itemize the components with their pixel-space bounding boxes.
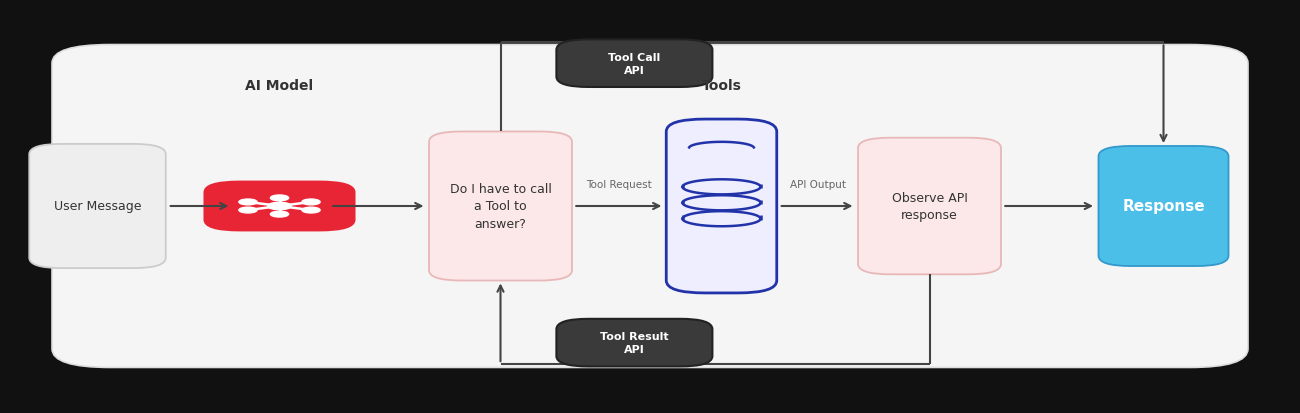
Text: Response: Response: [1122, 199, 1205, 214]
FancyBboxPatch shape: [204, 181, 355, 232]
Circle shape: [302, 208, 320, 214]
Text: AI Model: AI Model: [246, 79, 313, 93]
FancyBboxPatch shape: [29, 145, 166, 268]
Circle shape: [239, 208, 257, 214]
Circle shape: [270, 212, 289, 218]
Text: Tool Result
API: Tool Result API: [601, 331, 668, 354]
FancyBboxPatch shape: [667, 120, 777, 293]
Text: API Output: API Output: [789, 180, 846, 190]
Text: Do I have to call
a Tool to
answer?: Do I have to call a Tool to answer?: [450, 183, 551, 230]
Text: User Message: User Message: [53, 200, 142, 213]
FancyBboxPatch shape: [52, 45, 1248, 368]
Circle shape: [268, 203, 291, 210]
FancyBboxPatch shape: [556, 40, 712, 88]
FancyBboxPatch shape: [1098, 147, 1228, 266]
Circle shape: [270, 195, 289, 201]
Circle shape: [302, 199, 320, 205]
FancyBboxPatch shape: [858, 138, 1001, 275]
Text: Observe API
response: Observe API response: [892, 191, 967, 222]
Text: Tool Request: Tool Request: [586, 180, 651, 190]
FancyBboxPatch shape: [556, 319, 712, 367]
FancyBboxPatch shape: [429, 132, 572, 281]
Circle shape: [239, 199, 257, 205]
Text: Tool Call
API: Tool Call API: [608, 52, 660, 76]
Text: Tools: Tools: [702, 79, 741, 93]
